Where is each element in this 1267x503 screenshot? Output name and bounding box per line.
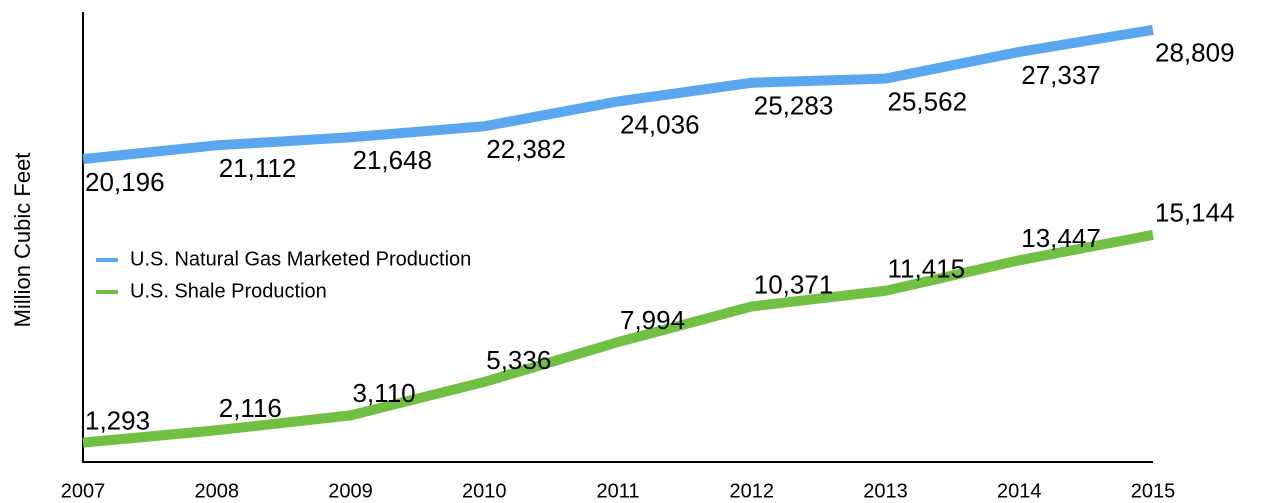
data-label: 2,116	[219, 393, 282, 423]
data-label: 20,196	[85, 167, 165, 197]
legend-label: U.S. Shale Production	[130, 280, 327, 302]
x-tick-label: 2010	[462, 480, 507, 502]
data-label: 28,809	[1155, 38, 1235, 68]
x-tick-label: 2008	[195, 480, 240, 502]
data-label: 27,337	[1021, 60, 1101, 90]
x-tick-label: 2015	[1131, 480, 1176, 502]
data-label: 25,562	[888, 86, 968, 116]
x-tick-label: 2012	[730, 480, 775, 502]
data-label: 1,293	[85, 405, 150, 435]
x-tick-label: 2011	[596, 480, 639, 502]
y-axis-label: Million Cubic Feet	[10, 153, 35, 328]
x-tick-label: 2009	[328, 480, 373, 502]
data-label: 13,447	[1021, 223, 1101, 253]
data-label: 11,415	[888, 254, 966, 284]
legend-label: U.S. Natural Gas Marketed Production	[130, 248, 471, 270]
x-tick-label: 2014	[997, 480, 1042, 502]
data-label: 24,036	[620, 109, 700, 139]
x-tick-label: 2013	[863, 480, 908, 502]
data-label: 25,283	[754, 91, 834, 121]
series-line	[82, 229, 1154, 448]
data-label: 21,112	[219, 153, 297, 183]
data-label: 22,382	[486, 134, 566, 164]
x-tick-label: 2007	[61, 480, 106, 502]
data-label: 7,994	[620, 305, 685, 335]
data-label: 10,371	[754, 269, 834, 299]
data-label: 3,110	[353, 378, 416, 408]
series-line	[82, 24, 1154, 165]
data-label: 15,144	[1155, 198, 1235, 228]
data-label: 5,336	[486, 345, 551, 375]
data-label: 21,648	[353, 145, 433, 175]
